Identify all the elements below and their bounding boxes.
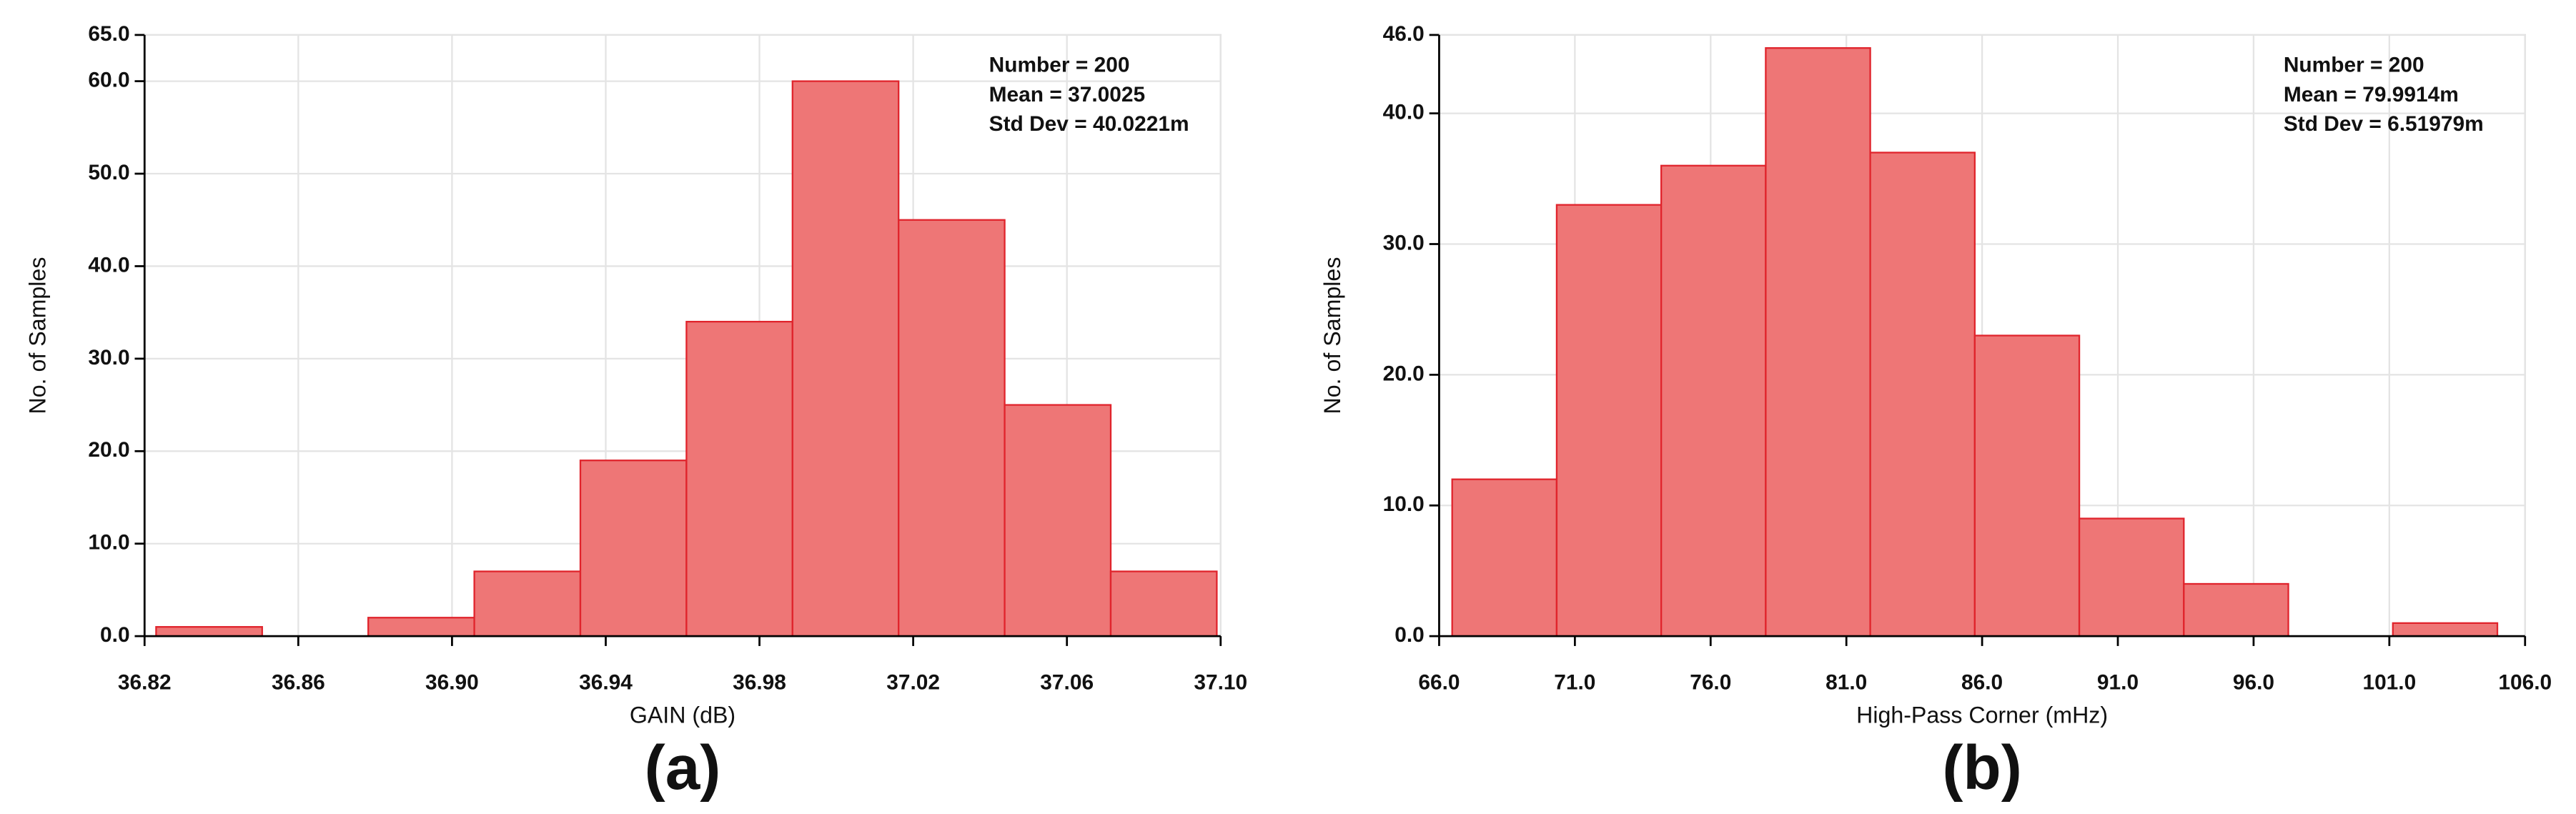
x-tick-label: 37.02 [886,671,940,695]
bar [1555,204,1663,637]
bar [2392,622,2499,637]
bar [473,570,582,637]
x-tick-label: 86.0 [1961,671,2003,695]
annotation: Std Dev = 40.0221m [989,112,1189,136]
x-axis-label: GAIN (dB) [630,702,735,728]
y-tick-label: 0.0 [1394,623,1425,647]
bar [1004,404,1112,637]
y-tick-label: 20.0 [88,438,129,462]
x-tick-label: 96.0 [2233,671,2274,695]
bar [155,626,263,637]
y-tick-label: 50.0 [88,161,129,184]
y-axis-label: No. of Samples [1319,257,1345,415]
annotation: Std Dev = 6.51979m [2284,112,2484,136]
bar [685,320,793,637]
bar [1109,570,1218,637]
y-tick-label: 30.0 [1383,231,1425,254]
x-axis-label: High-Pass Corner (mHz) [1856,702,2108,728]
y-tick-label: 20.0 [1383,362,1425,385]
bar [898,219,1006,637]
annotation: Number = 200 [2284,53,2424,76]
x-tick-label: 76.0 [1690,671,1731,695]
y-tick-label: 60.0 [88,68,129,91]
y-tick-label: 30.0 [88,346,129,369]
bar [1660,164,1767,637]
bar [1869,152,1976,637]
y-tick-label: 0.0 [100,623,130,647]
x-tick-label: 36.82 [118,671,172,695]
panel-label: (a) [645,733,721,803]
y-tick-label: 10.0 [88,531,129,555]
x-tick-label: 36.98 [733,671,786,695]
bar [1765,47,1871,637]
bar [367,617,475,637]
y-tick-label: 40.0 [88,253,129,277]
y-tick-label: 10.0 [1383,492,1425,516]
x-tick-label: 37.10 [1194,671,1247,695]
x-tick-label: 81.0 [1826,671,1867,695]
annotation: Mean = 37.0025 [989,83,1145,106]
bar [2078,517,2185,637]
bar [1973,334,2081,637]
bar [791,80,900,637]
bar [2183,582,2289,637]
x-tick-label: 101.0 [2362,671,2416,695]
x-tick-label: 36.90 [425,671,479,695]
x-tick-label: 36.86 [272,671,325,695]
x-tick-label: 91.0 [2097,671,2139,695]
bar [579,460,688,637]
y-tick-label: 65.0 [88,22,129,46]
x-tick-label: 37.06 [1040,671,1094,695]
panel-label: (b) [1942,733,2022,803]
x-tick-label: 66.0 [1418,671,1460,695]
x-tick-label: 106.0 [2498,671,2552,695]
y-axis-label: No. of Samples [25,257,51,415]
annotation: Number = 200 [989,53,1130,76]
x-tick-label: 71.0 [1554,671,1595,695]
x-tick-label: 36.94 [579,671,633,695]
y-tick-label: 46.0 [1383,22,1425,46]
bar [1451,478,1558,637]
annotation: Mean = 79.9914m [2284,83,2459,106]
y-tick-label: 40.0 [1383,101,1425,124]
